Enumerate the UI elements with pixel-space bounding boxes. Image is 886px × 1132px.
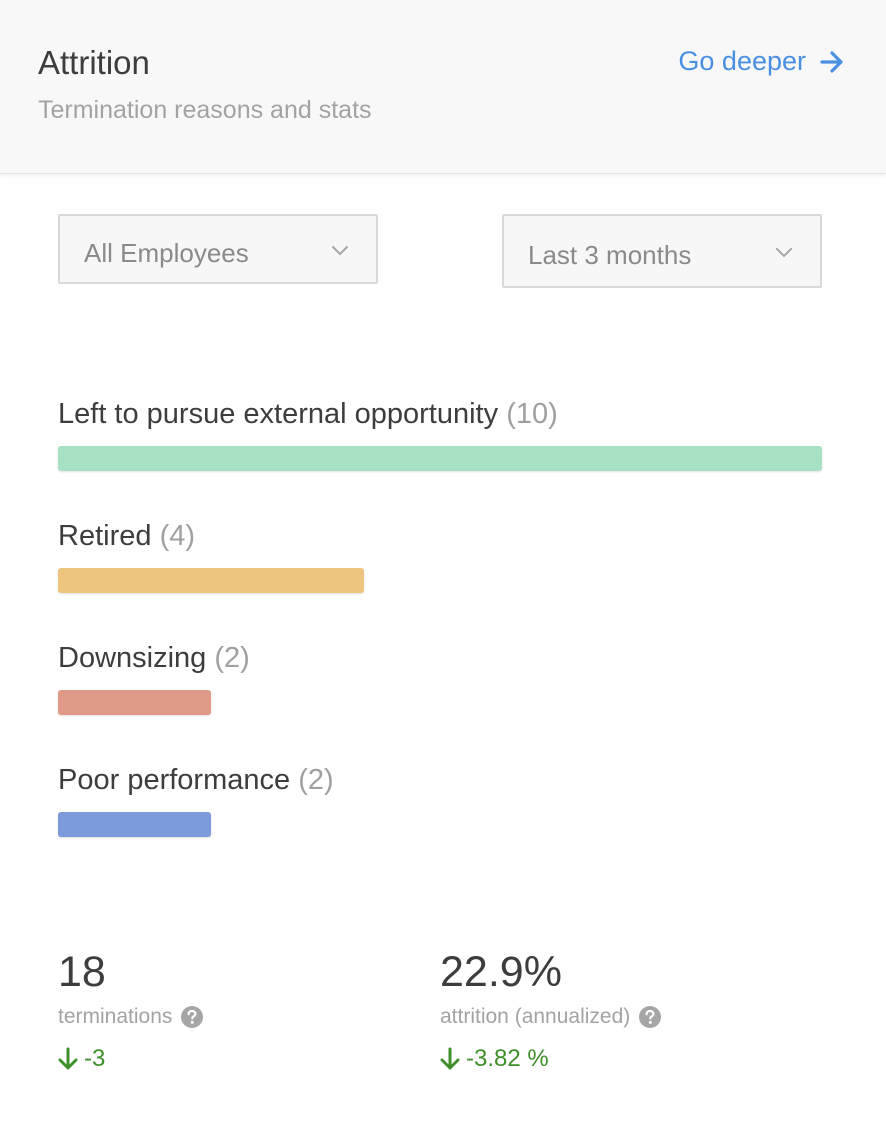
reason-name: Downsizing <box>58 642 207 674</box>
arrow-right-icon <box>820 50 843 73</box>
reason-name: Poor performance <box>58 764 291 796</box>
attrition-change-value: -3.82 % <box>466 1045 549 1072</box>
arrow-down-icon <box>58 1047 78 1070</box>
reason-bar-poor-performance <box>58 812 211 837</box>
reason-bar-retired <box>58 568 364 593</box>
terminations-value: 18 <box>58 948 106 996</box>
help-icon[interactable] <box>638 1005 662 1029</box>
reason-label-retired: Retired (4) <box>58 520 195 553</box>
attrition-label-text: attrition (annualized) <box>440 1005 631 1028</box>
attrition-value: 22.9% <box>440 948 562 996</box>
employee-filter-value: All Employees <box>84 238 249 268</box>
reason-count: (2) <box>298 764 334 796</box>
attrition-label: attrition (annualized) <box>440 1005 662 1029</box>
go-deeper-label: Go deeper <box>678 46 806 76</box>
attrition-change: -3.82 % <box>440 1045 549 1073</box>
help-icon[interactable] <box>180 1005 204 1029</box>
terminations-change: -3 <box>58 1045 105 1073</box>
chevron-down-icon <box>332 246 348 256</box>
reason-name: Left to pursue external opportunity <box>58 398 499 430</box>
card-subtitle: Termination reasons and stats <box>38 96 372 124</box>
reason-count: (4) <box>159 520 196 552</box>
employee-filter-select[interactable]: All Employees <box>58 214 378 284</box>
period-filter-value: Last 3 months <box>528 240 692 270</box>
reason-count: (10) <box>506 398 558 430</box>
chevron-down-icon <box>776 248 792 258</box>
reason-label-poor-performance: Poor performance (2) <box>58 764 334 797</box>
reason-bar-downsizing <box>58 690 211 715</box>
terminations-label: terminations <box>58 1005 204 1029</box>
card-title: Attrition <box>38 44 150 81</box>
reason-label-external-opportunity: Left to pursue external opportunity (10) <box>58 398 558 431</box>
reason-bar-external-opportunity <box>58 446 822 471</box>
period-filter-select[interactable]: Last 3 months <box>502 214 822 288</box>
reason-name: Retired <box>58 520 152 552</box>
arrow-down-icon <box>440 1047 460 1070</box>
go-deeper-link[interactable]: Go deeper <box>678 46 844 77</box>
reason-count: (2) <box>214 642 250 674</box>
terminations-label-text: terminations <box>58 1005 173 1028</box>
terminations-change-value: -3 <box>84 1045 106 1072</box>
reason-label-downsizing: Downsizing (2) <box>58 642 250 675</box>
card-header: Attrition Termination reasons and stats … <box>0 0 886 174</box>
